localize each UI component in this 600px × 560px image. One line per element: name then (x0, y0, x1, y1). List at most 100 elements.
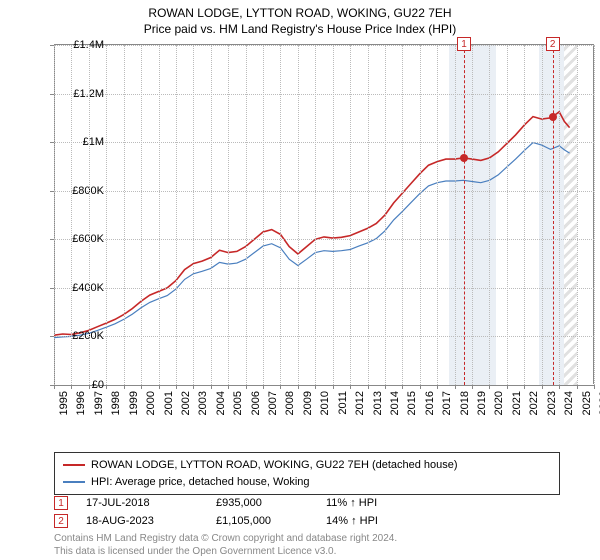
gridline-vertical (71, 45, 72, 385)
gridline-horizontal (54, 94, 594, 95)
x-tick-label: 2004 (215, 391, 227, 415)
x-tick-label: 2017 (441, 391, 453, 415)
x-tick-label: 1996 (75, 391, 87, 415)
x-tick-label: 2025 (581, 391, 593, 415)
x-tick (368, 385, 369, 389)
x-tick-label: 2018 (459, 391, 471, 415)
gridline-vertical (402, 45, 403, 385)
series-property (54, 112, 570, 335)
x-tick-label: 2006 (250, 391, 262, 415)
x-tick (315, 385, 316, 389)
x-tick (141, 385, 142, 389)
x-tick (420, 385, 421, 389)
gridline-vertical (542, 45, 543, 385)
title-block: ROWAN LODGE, LYTTON ROAD, WOKING, GU22 7… (0, 0, 600, 37)
title-sub: Price paid vs. HM Land Registry's House … (0, 22, 600, 38)
legend-swatch (63, 464, 85, 466)
gridline-horizontal (54, 239, 594, 240)
gridline-vertical (472, 45, 473, 385)
gridline-vertical (559, 45, 560, 385)
x-tick (507, 385, 508, 389)
x-tick-label: 2021 (511, 391, 523, 415)
x-tick (489, 385, 490, 389)
x-tick-label: 2020 (493, 391, 505, 415)
legend-label: ROWAN LODGE, LYTTON ROAD, WOKING, GU22 7… (91, 457, 458, 474)
x-tick-label: 1998 (110, 391, 122, 415)
x-tick (71, 385, 72, 389)
gridline-vertical (124, 45, 125, 385)
gridline-vertical (228, 45, 229, 385)
x-tick (385, 385, 386, 389)
gridline-vertical (280, 45, 281, 385)
x-tick-label: 2000 (145, 391, 157, 415)
x-tick-label: 2024 (563, 391, 575, 415)
sale-date: 18-AUG-2023 (86, 515, 216, 527)
sale-date: 17-JUL-2018 (86, 497, 216, 509)
gridline-vertical (54, 45, 55, 385)
x-tick-label: 2009 (302, 391, 314, 415)
marker-label: 2 (546, 37, 560, 51)
gridline-horizontal (54, 191, 594, 192)
x-tick (472, 385, 473, 389)
gridline-vertical (385, 45, 386, 385)
legend-swatch (63, 481, 85, 483)
gridline-horizontal (54, 142, 594, 143)
x-tick (594, 385, 595, 389)
x-tick-label: 2002 (180, 391, 192, 415)
gridline-vertical (263, 45, 264, 385)
x-tick-label: 2003 (197, 391, 209, 415)
sale-row: 2 18-AUG-2023£1,105,00014% ↑ HPI (54, 512, 436, 530)
gridline-vertical (106, 45, 107, 385)
x-tick (402, 385, 403, 389)
x-tick (455, 385, 456, 389)
x-tick (542, 385, 543, 389)
x-tick (280, 385, 281, 389)
gridline-vertical (89, 45, 90, 385)
x-tick-label: 2019 (476, 391, 488, 415)
gridline-vertical (594, 45, 595, 385)
legend-label: HPI: Average price, detached house, Woki… (91, 474, 310, 491)
gridline-vertical (420, 45, 421, 385)
sale-price: £935,000 (216, 497, 326, 509)
x-tick (350, 385, 351, 389)
x-tick (124, 385, 125, 389)
x-tick (159, 385, 160, 389)
gridline-vertical (315, 45, 316, 385)
x-tick (228, 385, 229, 389)
line-series (54, 45, 594, 385)
x-tick (298, 385, 299, 389)
marker-label: 1 (457, 37, 471, 51)
gridline-vertical (298, 45, 299, 385)
legend-row: HPI: Average price, detached house, Woki… (63, 474, 551, 491)
marker-dot (460, 154, 468, 162)
sale-number: 2 (54, 514, 68, 528)
x-tick-label: 2014 (389, 391, 401, 415)
x-tick-label: 2005 (232, 391, 244, 415)
sale-number: 1 (54, 496, 68, 510)
x-tick-label: 2007 (267, 391, 279, 415)
x-tick (524, 385, 525, 389)
x-tick (176, 385, 177, 389)
gridline-horizontal (54, 336, 594, 337)
x-tick-label: 2013 (372, 391, 384, 415)
x-axis (54, 385, 594, 386)
footer: Contains HM Land Registry data © Crown c… (54, 532, 397, 558)
x-tick (89, 385, 90, 389)
gridline-vertical (246, 45, 247, 385)
gridline-horizontal (54, 288, 594, 289)
x-tick (559, 385, 560, 389)
x-tick-label: 2015 (406, 391, 418, 415)
gridline-vertical (489, 45, 490, 385)
gridline-horizontal (54, 45, 594, 46)
gridline-vertical (507, 45, 508, 385)
plot-area: £0£200K£400K£600K£800K£1M£1.2M£1.4M19951… (54, 44, 594, 384)
sale-price: £1,105,000 (216, 515, 326, 527)
x-tick-label: 2011 (337, 391, 349, 415)
sale-hpi: 14% ↑ HPI (326, 515, 436, 527)
x-tick-label: 1995 (58, 391, 70, 415)
gridline-vertical (455, 45, 456, 385)
gridline-vertical (159, 45, 160, 385)
gridline-vertical (437, 45, 438, 385)
marker-line (464, 45, 465, 385)
x-tick-label: 2016 (424, 391, 436, 415)
